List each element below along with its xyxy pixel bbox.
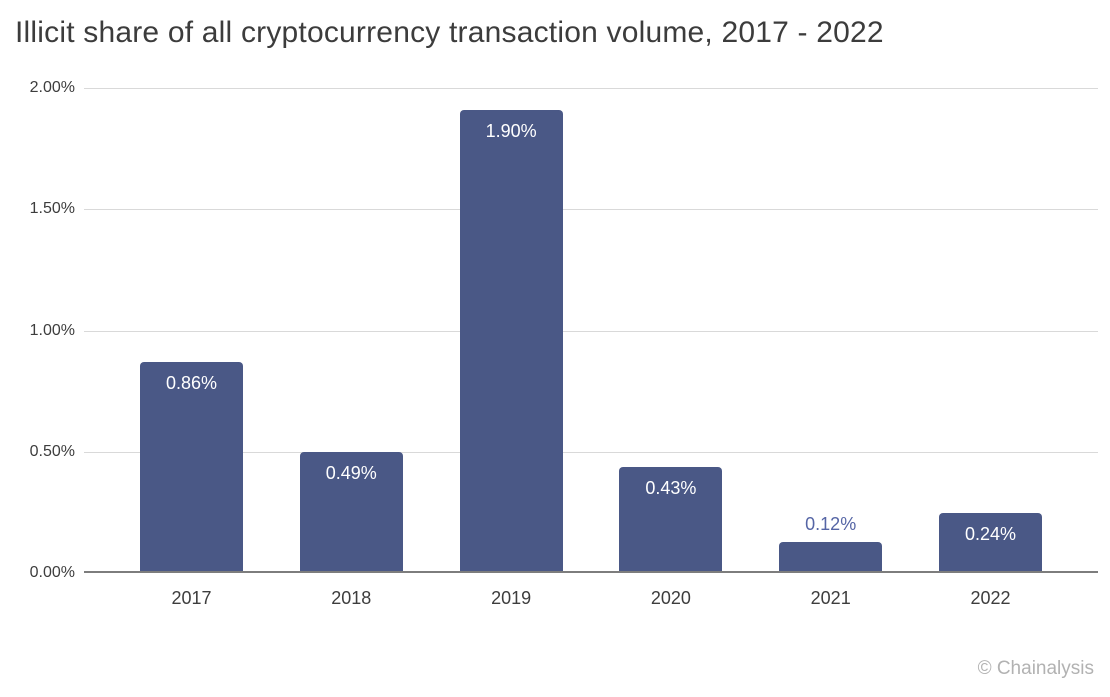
- gridline: [84, 88, 1098, 89]
- bar-2020: 0.43%: [619, 466, 723, 571]
- x-axis-tick-label: 2021: [810, 588, 851, 608]
- x-axis-tick-label: 2019: [491, 588, 532, 608]
- y-axis-tick-label: 0.00%: [29, 564, 75, 581]
- attribution-text: © Chainalysis: [977, 658, 1094, 679]
- bar-value-label: 0.12%: [805, 513, 857, 534]
- chart-title: Illicit share of all cryptocurrency tran…: [15, 16, 884, 49]
- y-axis-tick-label: 1.00%: [29, 321, 75, 339]
- y-axis-tick-label: 2.00%: [29, 79, 75, 96]
- bar-value-label: 0.49%: [325, 463, 377, 484]
- bar-2021: 0.12%: [779, 514, 883, 571]
- y-axis-tick-label: 1.50%: [29, 200, 75, 218]
- bar-value-label: 0.24%: [964, 523, 1017, 544]
- x-axis-tick-label: 2017: [171, 588, 212, 608]
- bar-2018: 0.49%: [299, 452, 403, 571]
- x-axis-tick-label: 2022: [970, 588, 1011, 608]
- bar-value-label: 0.86%: [165, 373, 218, 394]
- bar-2022: 0.24%: [939, 512, 1042, 571]
- plot-area: 0.86% 0.49% 1.90% 0.43% 0.12% 0.24%: [84, 88, 1098, 573]
- x-axis-tick-label: 2020: [650, 588, 691, 608]
- x-axis-tick-label: 2018: [331, 588, 372, 608]
- bar-value-label: 1.90%: [485, 121, 537, 142]
- bar-value-label: 0.43%: [645, 477, 697, 498]
- bar-2019: 1.90%: [459, 110, 563, 571]
- bar-2017: 0.86%: [140, 362, 243, 571]
- gridline: [84, 209, 1098, 211]
- gridline: [84, 330, 1098, 332]
- y-axis-tick-label: 0.50%: [29, 442, 75, 460]
- gridline: [84, 451, 1098, 453]
